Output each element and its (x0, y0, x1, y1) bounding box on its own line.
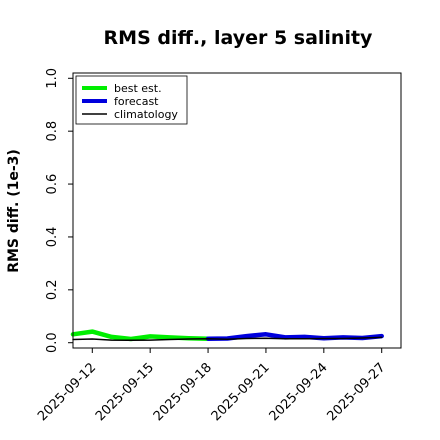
y-tick-label: 0.4 (45, 227, 60, 248)
plot-frame (72, 72, 402, 349)
plot-lines (70, 329, 384, 342)
y-tick-label: 0.6 (45, 174, 60, 195)
x-tick-label: 2025-09-27 (324, 360, 388, 424)
y-axis-label: RMS diff. (1e-3) (6, 149, 22, 273)
y-tick-label: 0.2 (45, 279, 60, 300)
x-tick-label: 2025-09-18 (151, 360, 215, 424)
legend-label: best est. (114, 82, 162, 95)
legend-label: forecast (114, 95, 159, 108)
x-tick-label: 2025-09-21 (209, 360, 273, 424)
x-tick-label: 2025-09-24 (267, 360, 331, 424)
y-tick-label: 0.8 (45, 121, 60, 142)
series-line-best-est (70, 329, 211, 342)
legend-label: climatology (114, 108, 178, 121)
series-line-climatology (72, 336, 383, 342)
x-axis: 2025-09-122025-09-152025-09-182025-09-21… (35, 348, 389, 424)
chart-title: RMS diff., layer 5 salinity (104, 27, 374, 49)
x-tick-label: 2025-09-12 (35, 360, 99, 424)
y-tick-label: 0.0 (45, 332, 60, 353)
y-tick-label: 1.0 (45, 68, 60, 89)
y-axis: 0.0 0.2 0.4 0.6 0.8 1.0 (45, 68, 73, 353)
x-tick-label: 2025-09-15 (93, 360, 157, 424)
